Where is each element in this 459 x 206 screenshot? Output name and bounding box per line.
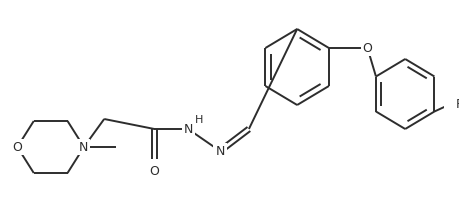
Text: N: N (215, 145, 224, 158)
Text: O: O (362, 42, 372, 55)
Text: F: F (455, 97, 459, 110)
Text: O: O (149, 165, 159, 178)
Text: N: N (183, 123, 192, 136)
Text: O: O (12, 141, 22, 154)
Text: N: N (79, 141, 89, 154)
Text: H: H (195, 115, 203, 124)
